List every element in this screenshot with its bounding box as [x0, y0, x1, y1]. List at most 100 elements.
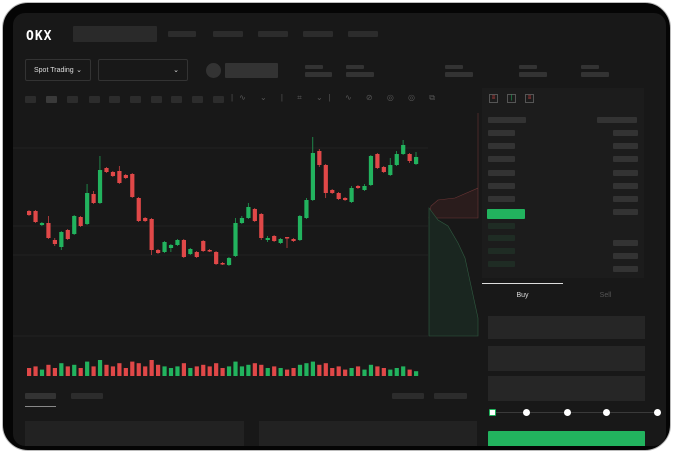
- candle-body: [355, 186, 361, 188]
- candle-body: [381, 167, 386, 172]
- orders-panel: [25, 421, 244, 446]
- bid-size: [613, 240, 638, 246]
- active-tab-underline: [25, 406, 56, 407]
- candle-body: [175, 240, 180, 245]
- volume-bar: [181, 363, 186, 376]
- bid-price: [488, 248, 515, 254]
- candle-body: [375, 154, 380, 168]
- timeframe-button[interactable]: [89, 96, 100, 103]
- candle-body: [201, 241, 206, 251]
- candle-body: [317, 151, 322, 165]
- timeframe-button[interactable]: [192, 96, 203, 103]
- price-input[interactable]: [488, 316, 645, 339]
- nav-item[interactable]: [168, 31, 196, 37]
- volume-bar: [330, 368, 335, 376]
- tab-order-history[interactable]: [71, 393, 103, 399]
- volume-bar: [27, 368, 32, 376]
- timeframe-button[interactable]: [130, 96, 141, 103]
- candle-body: [85, 193, 90, 224]
- volume-bar: [130, 361, 135, 376]
- volume-bar: [143, 366, 148, 376]
- volume-bar: [285, 369, 290, 376]
- candle-body: [233, 223, 238, 256]
- chart-tools-icons[interactable]: |∿ ⌄ | ⌗ ⌄| ∿ ⊘ ◎ ◎ ⧉: [231, 93, 441, 102]
- volume-bar: [117, 363, 122, 376]
- slider-handle[interactable]: [489, 409, 496, 416]
- timeframe-button[interactable]: [213, 96, 224, 103]
- candle-body: [407, 154, 412, 161]
- volume-bar: [207, 366, 212, 376]
- stat-label: [305, 65, 323, 69]
- amount-input[interactable]: [488, 346, 645, 371]
- slider-step[interactable]: [603, 409, 610, 416]
- bid-size: [613, 253, 638, 259]
- timeframe-button[interactable]: [151, 96, 162, 103]
- slider-track[interactable]: [493, 412, 659, 413]
- candlestick-chart[interactable]: [13, 108, 483, 383]
- candle-body: [304, 200, 309, 218]
- stat-value: [519, 72, 547, 77]
- candle-body: [343, 198, 348, 200]
- nav-item[interactable]: [303, 31, 333, 37]
- search-bar[interactable]: [73, 26, 157, 42]
- volume-bar: [91, 366, 96, 376]
- trading-screen: OKX Spot Trading ⌄ ⌄ |∿ ⌄ | ⌗ ⌄| ∿ ⊘ ◎ ◎…: [13, 13, 666, 446]
- candle-body: [181, 240, 186, 257]
- nav-item[interactable]: [348, 31, 378, 37]
- volume-bar: [72, 364, 77, 376]
- stat-label: [346, 65, 364, 69]
- bid-price: [488, 223, 515, 229]
- volume-bar: [259, 364, 264, 376]
- nav-item[interactable]: [258, 31, 288, 37]
- candle-body: [110, 172, 116, 176]
- volume-bar: [381, 368, 386, 376]
- volume-bar: [168, 368, 174, 376]
- market-type-label: Spot Trading: [34, 66, 74, 74]
- stat-value: [581, 72, 609, 77]
- filter-button[interactable]: [392, 393, 424, 399]
- total-input[interactable]: [488, 376, 645, 401]
- candle-body: [194, 252, 199, 257]
- orderbook-both-icon[interactable]: ≡: [489, 94, 498, 103]
- volume-bar: [39, 369, 45, 376]
- tab-buy[interactable]: Buy: [516, 292, 529, 299]
- pair-select[interactable]: ⌄: [98, 59, 188, 81]
- candle-body: [259, 214, 264, 238]
- slider-step[interactable]: [523, 409, 530, 416]
- candle-body: [330, 190, 335, 193]
- chevron-down-icon: ⌄: [76, 67, 82, 74]
- volume-bar: [401, 366, 406, 376]
- volume-bar: [156, 364, 161, 376]
- candle-body: [265, 238, 270, 240]
- timeframe-button[interactable]: [67, 96, 78, 103]
- orderbook-bids-icon[interactable]: |: [507, 94, 516, 103]
- candle-body: [39, 223, 45, 225]
- timeframe-button[interactable]: [46, 96, 57, 103]
- okx-logo[interactable]: OKX: [26, 29, 53, 44]
- market-type-dropdown[interactable]: Spot Trading ⌄: [25, 59, 91, 81]
- timeframe-button[interactable]: [109, 96, 120, 103]
- slider-step[interactable]: [564, 409, 571, 416]
- candle-body: [226, 258, 232, 265]
- volume-bar: [375, 366, 380, 376]
- filter-button[interactable]: [434, 393, 467, 399]
- timeframe-button[interactable]: [171, 96, 182, 103]
- candle-body: [46, 223, 51, 238]
- tab-sell[interactable]: Sell: [599, 292, 612, 299]
- volume-bar: [239, 366, 245, 376]
- nav-item[interactable]: [213, 31, 243, 37]
- volume-bar: [407, 369, 412, 376]
- candle-body: [143, 218, 148, 221]
- candle-body: [156, 250, 161, 253]
- volume-bar: [304, 363, 309, 376]
- volume-bar: [220, 368, 225, 376]
- volume-bar: [149, 360, 154, 376]
- buy-button[interactable]: [488, 431, 645, 446]
- tab-open-orders[interactable]: [25, 393, 56, 399]
- orderbook-asks-icon[interactable]: ≡: [525, 94, 534, 103]
- candle-body: [252, 209, 257, 221]
- timeframe-button[interactable]: [25, 96, 36, 103]
- last-price: [487, 209, 525, 219]
- slider-step[interactable]: [654, 409, 661, 416]
- stat-label: [581, 65, 599, 69]
